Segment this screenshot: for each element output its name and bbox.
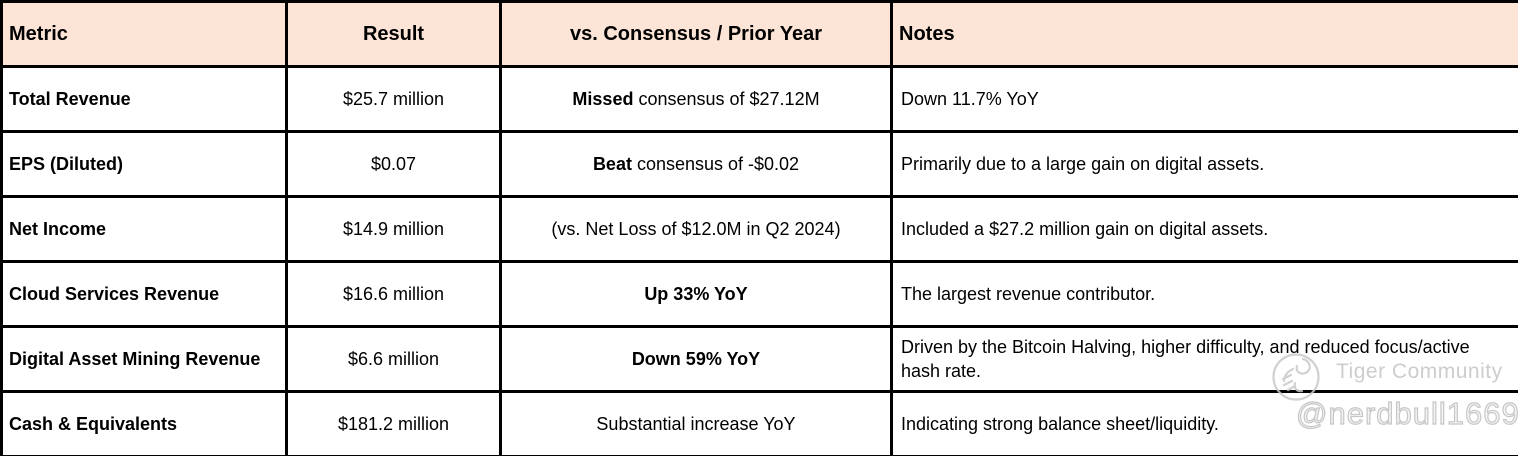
result-value: $0.07 — [285, 130, 502, 198]
tiger-community-logo-icon — [1269, 351, 1325, 408]
table-row-cash-equivalents: Cash & Equivalents $181.2 million Substa… — [0, 390, 1518, 456]
table-header-row: Metric Result vs. Consensus / Prior Year… — [0, 0, 1518, 68]
result-value: $25.7 million — [285, 65, 502, 133]
table-row-cloud-services-revenue: Cloud Services Revenue $16.6 million Up … — [0, 260, 1518, 328]
notes-text: The largest revenue contributor. — [890, 260, 1518, 328]
metric-label: Cash & Equivalents — [0, 390, 288, 456]
result-value: $181.2 million — [285, 390, 502, 456]
metric-label: Net Income — [0, 195, 288, 263]
header-cell-result: Result — [285, 0, 502, 68]
consensus-regular-text: consensus of $27.12M — [633, 88, 820, 109]
notes-text: Primarily due to a large gain on digital… — [890, 130, 1518, 198]
header-cell-consensus: vs. Consensus / Prior Year — [499, 0, 893, 68]
notes-text: Indicating strong balance sheet/liquidit… — [890, 390, 1518, 456]
consensus-value: Beat consensus of -$0.02 — [499, 130, 893, 198]
consensus-value: Down 59% YoY — [499, 325, 893, 393]
consensus-bold-text: Beat — [592, 153, 632, 174]
table-row-digital-asset-mining-revenue: Digital Asset Mining Revenue $6.6 millio… — [0, 325, 1518, 393]
header-cell-metric: Metric — [0, 0, 288, 68]
result-value: $16.6 million — [285, 260, 502, 328]
result-value: $14.9 million — [285, 195, 502, 263]
notes-text: Driven by the Bitcoin Halving, higher di… — [890, 325, 1518, 393]
consensus-regular-text: consensus of -$0.02 — [631, 153, 800, 174]
metric-label: Cloud Services Revenue — [0, 260, 288, 328]
table-row-net-income: Net Income $14.9 million (vs. Net Loss o… — [0, 195, 1518, 263]
watermark-handle-text: @nerdbull1669 — [1295, 395, 1518, 431]
consensus-value: Missed consensus of $27.12M — [499, 65, 893, 133]
consensus-regular-text: (vs. Net Loss of $12.0M in Q2 2024) — [551, 218, 841, 239]
consensus-value: Up 33% YoY — [499, 260, 893, 328]
table-row-eps-diluted: EPS (Diluted) $0.07 Beat consensus of -$… — [0, 130, 1518, 198]
notes-text: Included a $27.2 million gain on digital… — [890, 195, 1518, 263]
metric-label: Total Revenue — [0, 65, 288, 133]
table-row-total-revenue: Total Revenue $25.7 million Missed conse… — [0, 65, 1518, 133]
consensus-regular-text: Substantial increase YoY — [596, 413, 796, 434]
consensus-bold-text: Missed — [572, 88, 634, 109]
metric-label: Digital Asset Mining Revenue — [0, 325, 288, 393]
metric-label: EPS (Diluted) — [0, 130, 288, 198]
watermark-brand-text: Tiger Community — [1336, 360, 1503, 383]
consensus-bold-text: Up 33% YoY — [644, 283, 748, 304]
consensus-value: (vs. Net Loss of $12.0M in Q2 2024) — [499, 195, 893, 263]
result-value: $6.6 million — [285, 325, 502, 393]
consensus-bold-text: Down 59% YoY — [631, 348, 761, 369]
header-cell-notes: Notes — [890, 0, 1518, 68]
consensus-value: Substantial increase YoY — [499, 390, 893, 456]
notes-text: Down 11.7% YoY — [890, 65, 1518, 133]
